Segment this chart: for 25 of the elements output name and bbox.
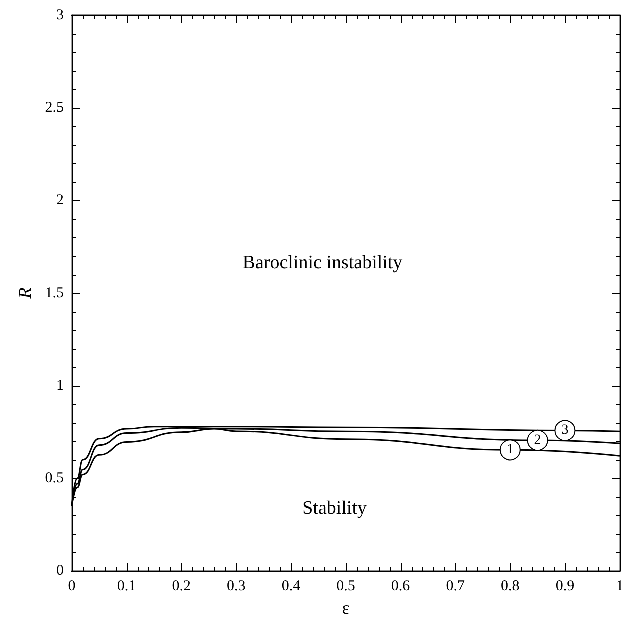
annotation: Baroclinic instability: [242, 252, 404, 274]
annotation: Stability: [302, 498, 368, 520]
y-axis-title: R: [15, 288, 35, 300]
x-tick-label: 0.1: [117, 578, 136, 595]
y-tick-label: 1.5: [45, 285, 64, 302]
y-tick-label: 2.5: [45, 100, 64, 116]
x-tick-label: 0.4: [282, 578, 302, 595]
y-tick-label: 2: [56, 192, 64, 209]
x-tick-label: 0.2: [172, 578, 191, 595]
annotation: 1: [506, 442, 514, 458]
x-tick-label: 0.6: [391, 578, 411, 595]
x-tick-label: 0: [68, 578, 76, 595]
annotation: 3: [562, 423, 569, 438]
y-tick-label: 0: [56, 563, 64, 580]
x-tick-label: 0.3: [227, 578, 246, 595]
x-tick-label: 1: [616, 578, 624, 595]
y-tick-label: 3: [56, 8, 64, 24]
x-axis-title: ε: [342, 598, 350, 618]
x-tick-label: 0.8: [501, 578, 520, 595]
y-tick-label: 0.5: [45, 470, 64, 486]
x-tick-label: 0.5: [336, 578, 356, 595]
y-tick-label: 1: [56, 378, 64, 394]
x-tick-label: 0.7: [446, 578, 466, 595]
x-tick-label: 0.9: [556, 578, 575, 595]
annotation: 2: [534, 433, 542, 448]
